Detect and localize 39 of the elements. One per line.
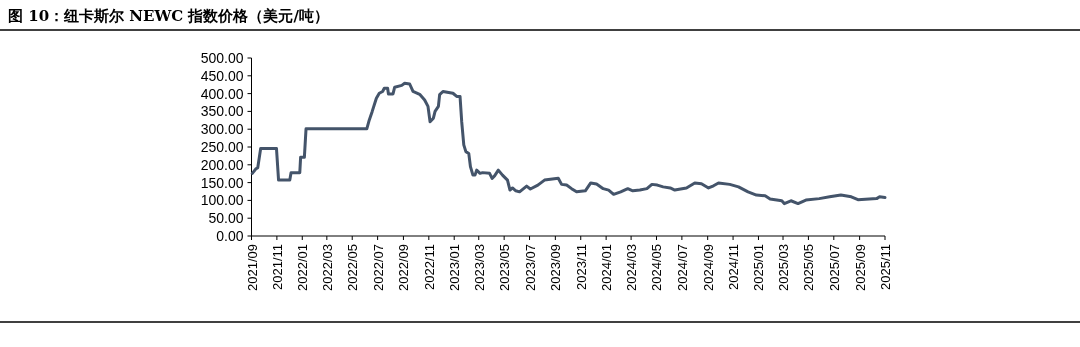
x-tick-label: 2022/07	[370, 244, 386, 291]
x-tick-label: 2024/05	[649, 244, 665, 291]
y-tick-label: 100.00	[200, 192, 244, 209]
y-tick-label: 300.00	[200, 121, 244, 138]
x-tick-label: 2024/11	[726, 244, 742, 291]
line-series	[250, 81, 887, 206]
x-tick-label: 2021/09	[244, 244, 260, 291]
y-tick-label: 450.00	[200, 67, 244, 84]
y-tick-label: 400.00	[200, 85, 244, 102]
x-tick-label: 2023/11	[573, 244, 589, 291]
x-tick-label: 2025/03	[776, 244, 792, 291]
x-tick-label: 2025/07	[826, 244, 842, 291]
x-tick-label: 2023/07	[522, 244, 538, 291]
y-tick-label: 0.00	[216, 228, 244, 244]
x-tick-label: 2025/01	[751, 244, 767, 291]
x-tick-label: 2022/05	[345, 244, 361, 291]
x-tick-label: 2023/09	[548, 244, 564, 291]
x-tick-label: 2024/01	[599, 244, 615, 291]
chart-title: 图 10：纽卡斯尔 NEWC 指数价格（美元/吨）	[8, 7, 329, 25]
x-tick-label: 2022/09	[396, 244, 412, 291]
x-tick-label: 2025/11	[878, 244, 893, 291]
y-tick-label: 250.00	[200, 139, 244, 155]
x-tick-label: 2025/05	[801, 244, 817, 291]
x-tick-label: 2023/01	[447, 244, 463, 291]
x-tick-label: 2022/11	[421, 244, 437, 291]
y-tick-label: 150.00	[200, 174, 244, 191]
x-tick-label: 2024/07	[674, 244, 690, 291]
y-tick-label: 500.00	[200, 50, 244, 66]
y-tick-label: 50.00	[208, 210, 244, 227]
x-tick-label: 2023/05	[497, 244, 513, 291]
x-tick-label: 2024/09	[700, 244, 716, 291]
x-tick-label: 2024/03	[624, 244, 640, 291]
x-tick-label: 2022/03	[319, 244, 335, 291]
x-tick-label: 2022/01	[295, 244, 311, 291]
y-tick-label: 200.00	[200, 156, 244, 173]
x-tick-label: 2023/03	[471, 244, 487, 291]
x-tick-label: 2021/11	[269, 244, 285, 291]
y-tick-label: 350.00	[200, 103, 244, 120]
x-tick-label: 2025/09	[852, 244, 868, 291]
